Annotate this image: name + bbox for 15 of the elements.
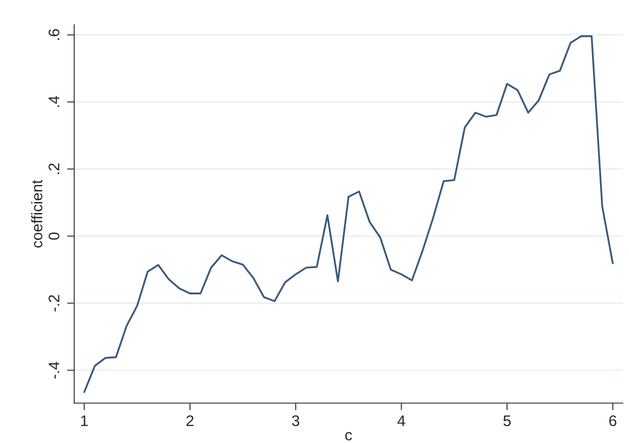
y-tick-label: .6 [48,29,60,40]
x-tick-label: 5 [503,415,511,426]
x-tick-label: 4 [397,415,406,426]
y-tick-label: .4 [48,96,60,107]
x-tick-label: 6 [609,415,616,426]
x-axis-title: c [345,432,352,440]
y-tick-label: -.4 [48,362,60,378]
x-tick-label: 1 [81,415,88,426]
y-tick-label: 0 [48,232,60,240]
y-tick-label: .2 [48,163,60,174]
y-axis-title: coefficient [31,180,42,248]
y-tick-label: -.2 [48,295,60,312]
x-tick-label: 3 [292,415,300,426]
line-series [83,35,614,393]
x-tick-label: 2 [186,415,194,426]
